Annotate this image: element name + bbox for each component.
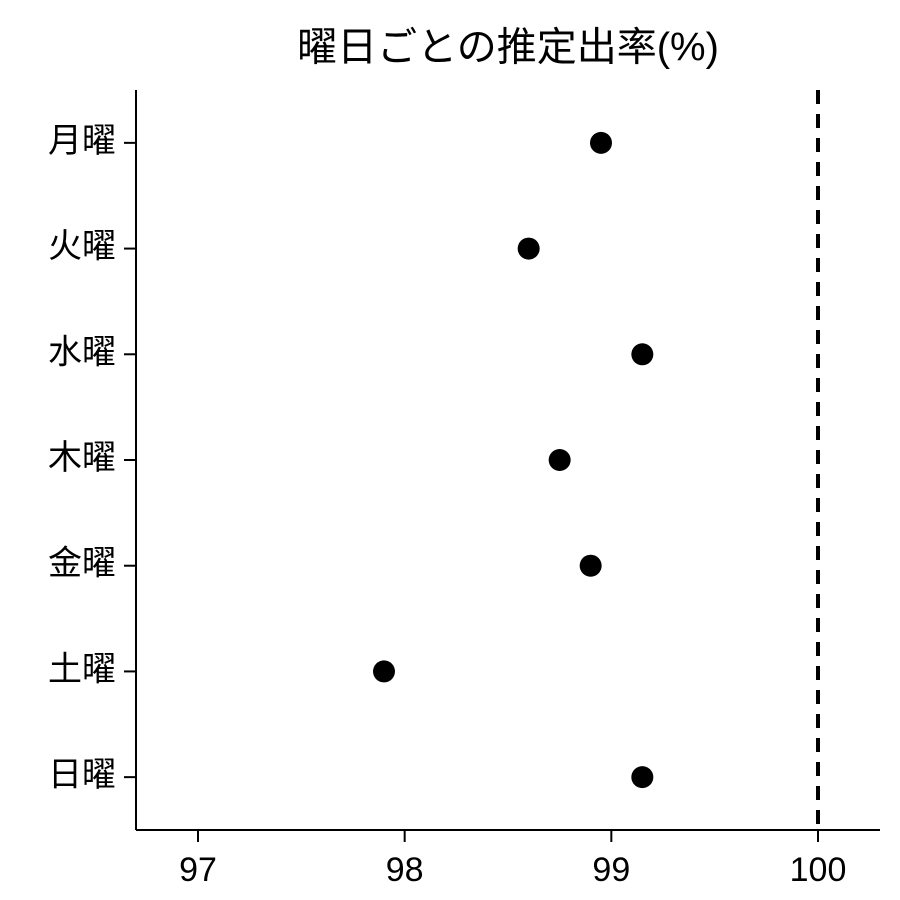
y-tick-label: 火曜	[48, 228, 116, 266]
x-tick-label: 97	[179, 851, 217, 889]
data-point	[580, 555, 602, 577]
dot-plot-chart: 曜日ごとの推定出率(%) 月曜火曜水曜木曜金曜土曜日曜 97 98 99 100	[0, 0, 900, 900]
data-point	[549, 449, 571, 471]
data-point	[373, 660, 395, 682]
data-point	[590, 132, 612, 154]
y-tick-label: 日曜	[48, 756, 116, 794]
x-tick-label: 99	[592, 851, 630, 889]
data-point	[518, 238, 540, 260]
y-tick-label: 水曜	[48, 333, 116, 371]
x-tick-label: 98	[386, 851, 424, 889]
data-point	[631, 343, 653, 365]
y-tick-label: 月曜	[48, 122, 116, 160]
data-point	[631, 766, 653, 788]
x-tick-label: 100	[790, 851, 847, 889]
y-tick-label: 土曜	[48, 650, 116, 688]
y-tick-label: 木曜	[48, 439, 116, 477]
chart-title: 曜日ごとの推定出率(%)	[297, 26, 719, 70]
y-tick-label: 金曜	[48, 545, 116, 583]
